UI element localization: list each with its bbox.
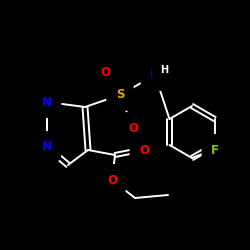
Text: N: N — [42, 96, 52, 108]
Text: N: N — [42, 140, 52, 153]
Text: O: O — [100, 66, 110, 78]
Text: F: F — [211, 144, 219, 156]
Text: N: N — [150, 68, 160, 82]
Text: H: H — [35, 94, 43, 104]
Text: O: O — [128, 122, 138, 134]
Text: O: O — [107, 174, 117, 186]
Text: O: O — [139, 144, 149, 156]
Text: H: H — [160, 65, 168, 75]
Text: S: S — [116, 88, 124, 102]
